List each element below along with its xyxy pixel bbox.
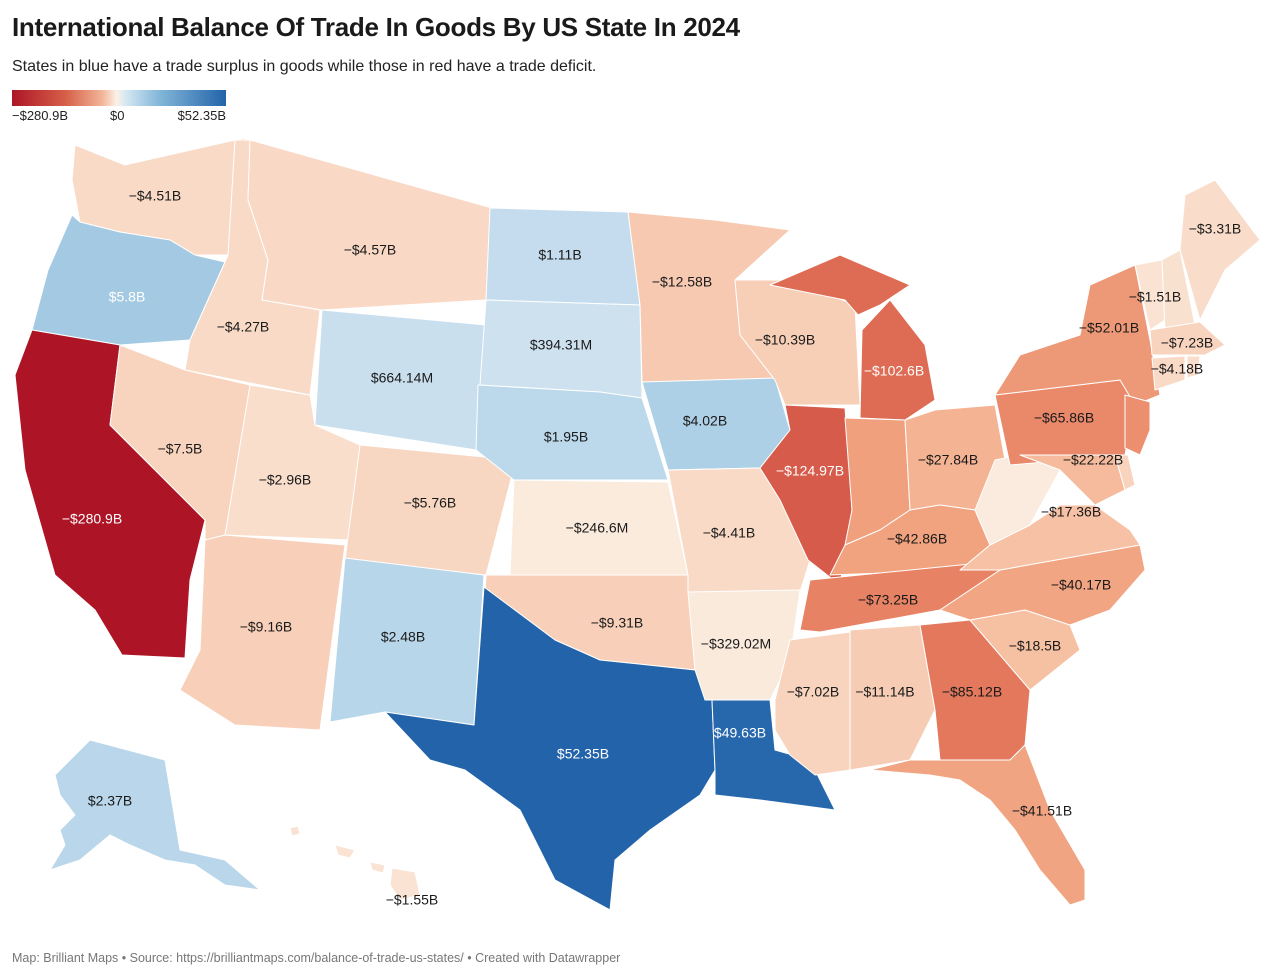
state-LA[interactable]: [704, 699, 836, 811]
state-HI[interactable]: [289, 825, 421, 901]
state-label-SD: $394.31M: [530, 337, 592, 353]
state-label-UT: −$2.96B: [259, 472, 312, 488]
state-label-TN: −$73.25B: [858, 592, 918, 608]
state-label-MS: −$7.02B: [787, 684, 840, 700]
state-label-AR: −$329.02M: [701, 636, 771, 652]
legend-gradient-bar: [12, 90, 226, 106]
state-NJ[interactable]: [1124, 394, 1151, 456]
state-label-KY: −$42.86B: [887, 531, 947, 547]
state-label-ME: −$3.31B: [1189, 221, 1242, 237]
state-label-WA: −$4.51B: [129, 188, 182, 204]
state-label-LA: $49.63B: [714, 725, 766, 741]
state-label-NE: $1.95B: [544, 429, 588, 445]
state-CT[interactable]: [1151, 355, 1186, 391]
state-label-NC: −$40.17B: [1051, 577, 1111, 593]
state-label-PA: −$65.86B: [1034, 410, 1094, 426]
state-label-GA: −$85.12B: [942, 684, 1002, 700]
state-AL[interactable]: [849, 624, 936, 771]
state-AK[interactable]: [49, 739, 261, 891]
state-label-MA: −$7.23B: [1161, 335, 1214, 351]
labels-layer: −$4.51B $5.8B −$280.9B −$4.27B −$7.5B −$…: [62, 188, 1241, 908]
state-label-AK: $2.37B: [88, 793, 132, 809]
state-RI[interactable]: [1186, 355, 1201, 379]
state-MA[interactable]: [1149, 321, 1226, 356]
us-state-map: −$4.51B $5.8B −$280.9B −$4.27B −$7.5B −$…: [14, 137, 1261, 911]
state-label-IL: −$124.97B: [776, 463, 844, 479]
state-label-MI: −$102.6B: [864, 363, 924, 379]
state-label-OH: −$27.84B: [918, 452, 978, 468]
state-label-CT: −$4.18B: [1151, 361, 1204, 377]
state-FL[interactable]: [869, 744, 1086, 906]
state-label-TX: $52.35B: [557, 746, 609, 762]
state-DE[interactable]: [1114, 454, 1136, 491]
state-label-AZ: −$9.16B: [240, 619, 293, 635]
state-TX[interactable]: [384, 586, 716, 911]
state-label-CO: −$5.76B: [404, 495, 457, 511]
state-label-HI: −$1.55B: [386, 892, 439, 908]
legend-mid-label: $0: [110, 108, 125, 123]
state-label-VT: −$1.51B: [1129, 289, 1182, 305]
state-label-MN: −$12.58B: [652, 274, 712, 290]
states-layer: [14, 137, 1261, 911]
map-subtitle: States in blue have a trade surplus in g…: [12, 58, 597, 75]
state-label-NY: −$52.01B: [1079, 320, 1139, 336]
state-label-MT: −$4.57B: [344, 242, 397, 258]
state-label-NV: −$7.5B: [158, 441, 203, 457]
state-label-IA: $4.02B: [683, 413, 727, 429]
state-label-FL: −$41.51B: [1012, 803, 1072, 819]
legend-min-label: −$280.9B: [12, 108, 69, 123]
state-label-MO: −$4.41B: [703, 525, 756, 541]
state-label-SC: −$18.5B: [1009, 638, 1062, 654]
state-AZ[interactable]: [179, 534, 346, 731]
map-title: International Balance Of Trade In Goods …: [12, 12, 740, 42]
state-label-WI: −$10.39B: [755, 332, 815, 348]
state-label-OR: $5.8B: [109, 289, 146, 305]
state-label-ND: $1.11B: [538, 247, 581, 263]
state-ME[interactable]: [1179, 179, 1261, 321]
state-label-OK: −$9.31B: [591, 615, 644, 631]
state-label-VA: −$17.36B: [1041, 504, 1101, 520]
state-NE[interactable]: [475, 384, 669, 481]
state-label-CA: −$280.9B: [62, 511, 122, 527]
state-label-MD: −$22.22B: [1063, 452, 1123, 468]
map-footer-credits: Map: Brilliant Maps • Source: https://br…: [12, 951, 621, 965]
state-label-AL: −$11.14B: [855, 684, 914, 700]
state-label-NM: $2.48B: [381, 629, 425, 645]
state-label-WY: $664.14M: [371, 370, 433, 386]
state-label-KS: −$246.6M: [566, 520, 629, 536]
legend-max-label: $52.35B: [177, 108, 226, 123]
color-legend: −$280.9B $0 $52.35B: [12, 90, 226, 123]
state-MD[interactable]: [1019, 454, 1126, 506]
state-label-ID: −$4.27B: [217, 319, 270, 335]
state-MT[interactable]: [247, 139, 493, 311]
